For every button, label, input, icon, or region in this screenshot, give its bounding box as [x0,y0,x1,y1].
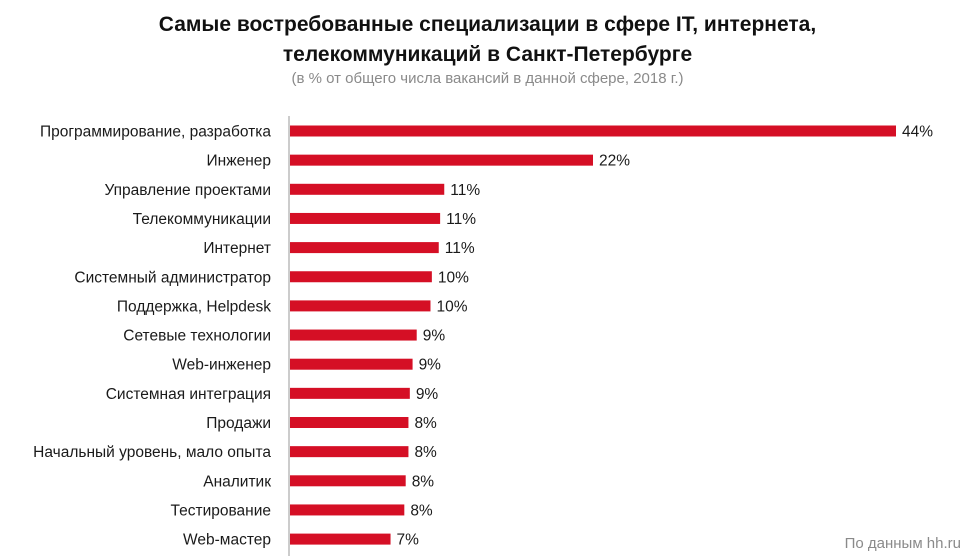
data-label: 8% [414,444,437,461]
data-label: 8% [412,473,435,490]
data-label: 9% [419,357,442,374]
data-label: 22% [599,153,630,170]
data-label: 11% [445,240,475,257]
bar [290,504,405,516]
category-label: Начальный уровень, мало опыта [33,444,271,461]
data-label: 8% [410,502,433,519]
bar [290,300,431,312]
category-label: Телекоммуникации [133,211,271,228]
bar [290,417,409,428]
bar [290,329,417,341]
category-label: Тестирование [171,502,272,519]
bar [290,271,432,283]
category-label: Системная интеграция [106,386,271,403]
category-label: Интернет [203,240,271,257]
category-label: Web-инженер [172,357,271,374]
category-label: Сетевые технологии [123,328,271,345]
category-label: Управление проектами [104,182,271,199]
source-note: По данным hh.ru [844,535,961,552]
category-label: Инженер [207,153,272,170]
chart-subtitle: (в % от общего числа вакансий в данной с… [291,70,684,87]
bar [290,125,896,137]
category-label: Продажи [206,415,271,432]
data-label: 10% [438,269,469,286]
bar [290,533,391,545]
chart-title-line-1: Самые востребованные специализации в сфе… [158,13,817,36]
data-label: 10% [436,298,467,315]
data-label: 7% [397,532,420,549]
bar [290,183,445,195]
data-label: 44% [902,124,933,141]
bar [290,475,406,487]
category-label: Системный администратор [74,269,271,286]
category-label: Поддержка, Helpdesk [117,298,271,315]
chart-title: Самые востребованные специализации в сфе… [0,10,975,70]
bar [290,154,593,166]
bar [290,387,410,399]
bar [290,358,413,370]
category-label: Программирование, разработка [40,124,271,141]
chart-title-line-2: телекоммуникаций в Санкт-Петербурге [282,43,693,66]
bar [290,446,409,458]
data-label: 11% [450,182,480,199]
data-label: 9% [416,386,439,403]
category-label: Аналитик [203,473,271,490]
bar [290,212,441,224]
data-label: 8% [414,415,437,432]
data-label: 9% [423,328,446,345]
bar [290,242,439,254]
category-label: Web-мастер [183,532,271,549]
data-label: 11% [446,211,476,228]
